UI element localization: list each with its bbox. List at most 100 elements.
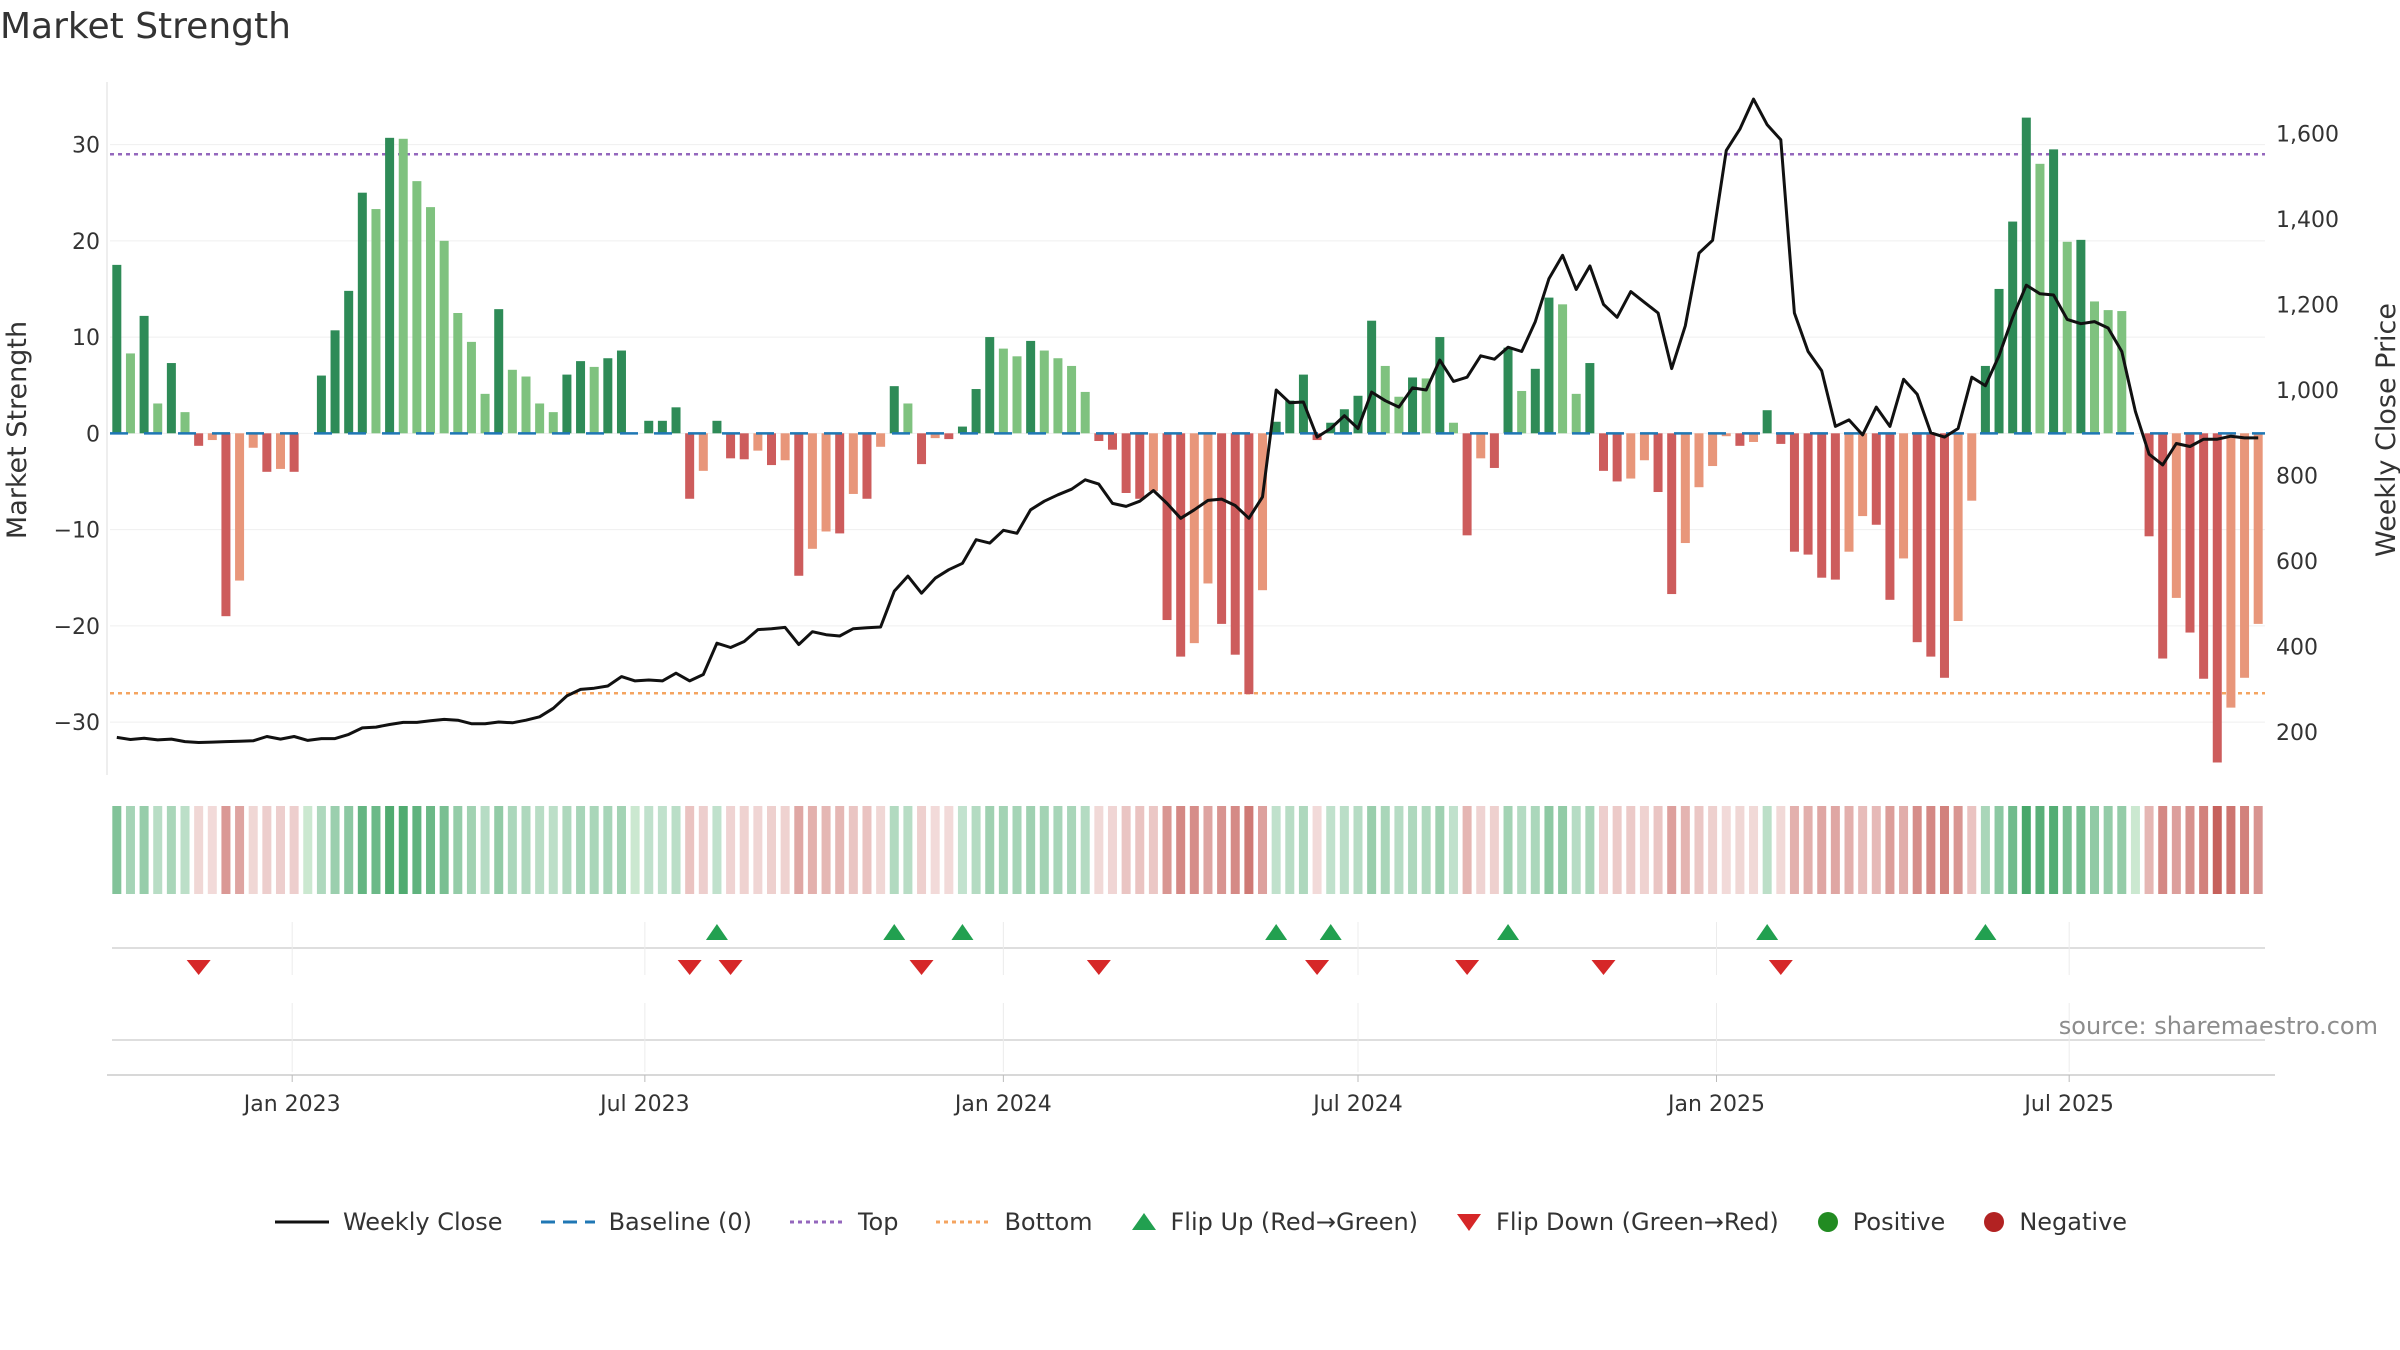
- strength-bar: [153, 403, 163, 434]
- strength-bar: [412, 181, 422, 434]
- heat-strip-cell: [1939, 806, 1949, 894]
- strength-bar: [1626, 433, 1636, 479]
- heat-strip-cell: [139, 806, 149, 894]
- strength-bar: [2021, 117, 2031, 434]
- strength-bar: [930, 433, 940, 439]
- strength-bar: [112, 264, 122, 434]
- strength-bar: [1749, 433, 1759, 442]
- strength-bar: [426, 207, 436, 434]
- heat-strip-cell: [1871, 806, 1881, 894]
- strength-bar: [712, 420, 722, 434]
- strength-bar: [453, 313, 463, 434]
- strength-bar: [1789, 433, 1799, 552]
- heat-strip-cell: [2008, 806, 2018, 894]
- heat-strip-cell: [371, 806, 381, 894]
- legend-label: Baseline (0): [608, 1208, 752, 1236]
- flip-up-marker: [951, 924, 974, 940]
- strength-bar: [1203, 433, 1213, 584]
- strength-bar: [494, 309, 504, 434]
- heat-strip-cell: [2199, 806, 2209, 894]
- strength-bar: [1667, 433, 1677, 595]
- legend-label: Flip Up (Red→Green): [1170, 1208, 1419, 1236]
- strength-bar: [1885, 433, 1895, 600]
- strength-bar: [357, 192, 367, 434]
- heat-strip-cell: [889, 806, 899, 894]
- heat-strip-cell: [235, 806, 245, 894]
- heat-strip-cell: [398, 806, 408, 894]
- heat-strip-cell: [780, 806, 790, 894]
- strength-bar: [685, 433, 695, 499]
- strength-bar: [1339, 409, 1349, 434]
- heat-strip-cell: [1408, 806, 1418, 894]
- heat-strip-cell: [439, 806, 449, 894]
- heat-strip-cell: [876, 806, 886, 894]
- strength-bar: [1680, 433, 1690, 544]
- heat-strip-cell: [1926, 806, 1936, 894]
- heat-strip-cell: [1694, 806, 1704, 894]
- green-dot-icon: [1817, 1212, 1838, 1232]
- strength-bar: [2090, 301, 2100, 434]
- heat-strip-cell: [1039, 806, 1049, 894]
- heat-strip-cell: [166, 806, 176, 894]
- y2-axis-label: Weekly Close Price: [2371, 303, 2400, 557]
- heat-strip-cell: [630, 806, 640, 894]
- heat-strip-cell: [1094, 806, 1104, 894]
- strength-bar: [1571, 393, 1581, 434]
- heat-strip-cell: [1953, 806, 1963, 894]
- strength-bar: [794, 433, 804, 576]
- strength-bar: [1421, 378, 1431, 434]
- heat-strip-cell: [930, 806, 940, 894]
- triangle-up-icon: [1131, 1213, 1156, 1230]
- strength-bar: [330, 330, 340, 434]
- heat-strip-cell: [1585, 806, 1595, 894]
- strength-bar: [562, 374, 572, 434]
- strength-bar: [194, 433, 204, 446]
- heat-strip-cell: [2130, 806, 2140, 894]
- strength-bar: [1776, 433, 1786, 444]
- heat-strip-cell: [1680, 806, 1690, 894]
- strength-bar: [1435, 337, 1445, 434]
- strength-bar: [616, 350, 626, 434]
- heat-strip-cell: [807, 806, 817, 894]
- heat-strip-cell: [1639, 806, 1649, 894]
- y-tick-label: −20: [54, 615, 100, 640]
- strength-bar: [1544, 297, 1554, 434]
- y-tick-label: −30: [54, 711, 100, 736]
- strength-bar: [2253, 433, 2263, 624]
- strength-bar: [957, 426, 967, 434]
- heat-strip-cell: [1558, 806, 1568, 894]
- strength-bar: [1489, 433, 1499, 468]
- strength-bar: [1353, 395, 1363, 434]
- strength-bar: [1367, 320, 1377, 434]
- heat-strip-cell: [480, 806, 490, 894]
- x-tick-label: Jan 2025: [1666, 1092, 1765, 1117]
- strength-bar: [644, 420, 654, 434]
- heat-strip-cell: [1544, 806, 1554, 894]
- heat-strip-cell: [576, 806, 586, 894]
- strength-bar: [439, 240, 449, 434]
- heat-strip-cell: [1598, 806, 1608, 894]
- legend-bottom: Bottom: [934, 1208, 1093, 1236]
- heat-strip-cell: [194, 806, 204, 894]
- legend-label: Top: [857, 1208, 899, 1236]
- strength-bar: [1912, 433, 1922, 643]
- heat-strip-cell: [507, 806, 517, 894]
- strength-bar: [1217, 433, 1227, 624]
- strength-bar: [1871, 433, 1881, 525]
- triangle-down-icon: [1457, 1214, 1482, 1231]
- strength-bar: [2035, 163, 2045, 434]
- heat-strip-cell: [1026, 806, 1036, 894]
- x-tick-label: Jul 2025: [2022, 1092, 2114, 1117]
- strength-bar: [1476, 433, 1486, 459]
- heat-strip-cell: [180, 806, 190, 894]
- heat-strip-cell: [2049, 806, 2059, 894]
- heat-strip-cell: [1776, 806, 1786, 894]
- legend-label: Negative: [2019, 1208, 2128, 1236]
- strength-bar: [1939, 433, 1949, 678]
- strength-bar: [1258, 433, 1268, 591]
- flip-down-marker: [186, 960, 211, 975]
- strength-bar: [466, 341, 476, 434]
- heat-strip-cell: [1912, 806, 1922, 894]
- heat-strip-cell: [1339, 806, 1349, 894]
